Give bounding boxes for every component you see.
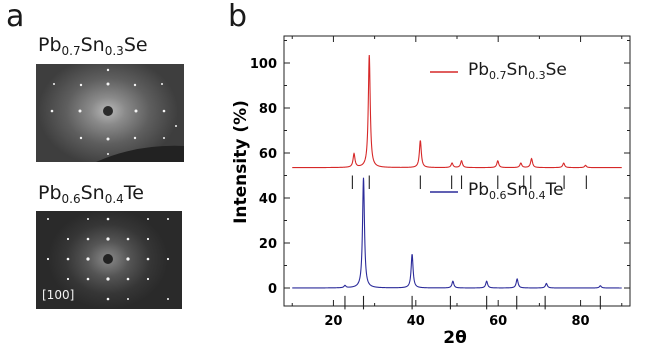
plot-frame xyxy=(283,35,631,307)
series-lines xyxy=(292,54,622,289)
y-tick-label: 0 xyxy=(268,282,277,297)
y-tick-label: 40 xyxy=(259,192,277,207)
legend-label-te: Pb0.6Sn0.4Te xyxy=(468,180,564,202)
y-tick-label: 100 xyxy=(250,57,277,72)
sample-label-2: Pb0.6Sn0.4Te xyxy=(38,182,144,206)
series-line-1 xyxy=(292,177,622,289)
panel-a-letter: a xyxy=(6,0,25,34)
y-tick-label: 80 xyxy=(259,102,277,117)
series-line-0 xyxy=(292,54,622,169)
panel-b-letter: b xyxy=(228,0,248,34)
diffraction-pattern-se xyxy=(36,64,184,162)
y-tick-label: 60 xyxy=(259,147,277,162)
y-axis-label: Intensity (%) xyxy=(231,100,251,224)
x-axis-label: 2θ xyxy=(443,328,467,348)
diffraction-pattern-te: [100] xyxy=(36,211,182,309)
x-tick-label: 20 xyxy=(324,314,342,329)
zone-axis-label: [100] xyxy=(42,288,75,302)
x-tick-label: 60 xyxy=(489,314,507,329)
legend-label-se: Pb0.7Sn0.3Se xyxy=(468,60,567,82)
sample-label-1: Pb0.7Sn0.3Se xyxy=(38,34,148,58)
x-tick-label: 40 xyxy=(407,314,425,329)
legend xyxy=(430,71,458,193)
x-tick-label: 80 xyxy=(572,314,590,329)
tick-labels: 20 40 60 80 0 20 40 60 80 100 xyxy=(250,57,590,329)
reference-ticks xyxy=(344,175,601,310)
y-tick-label: 20 xyxy=(259,237,277,252)
axis-ticks xyxy=(284,36,630,306)
